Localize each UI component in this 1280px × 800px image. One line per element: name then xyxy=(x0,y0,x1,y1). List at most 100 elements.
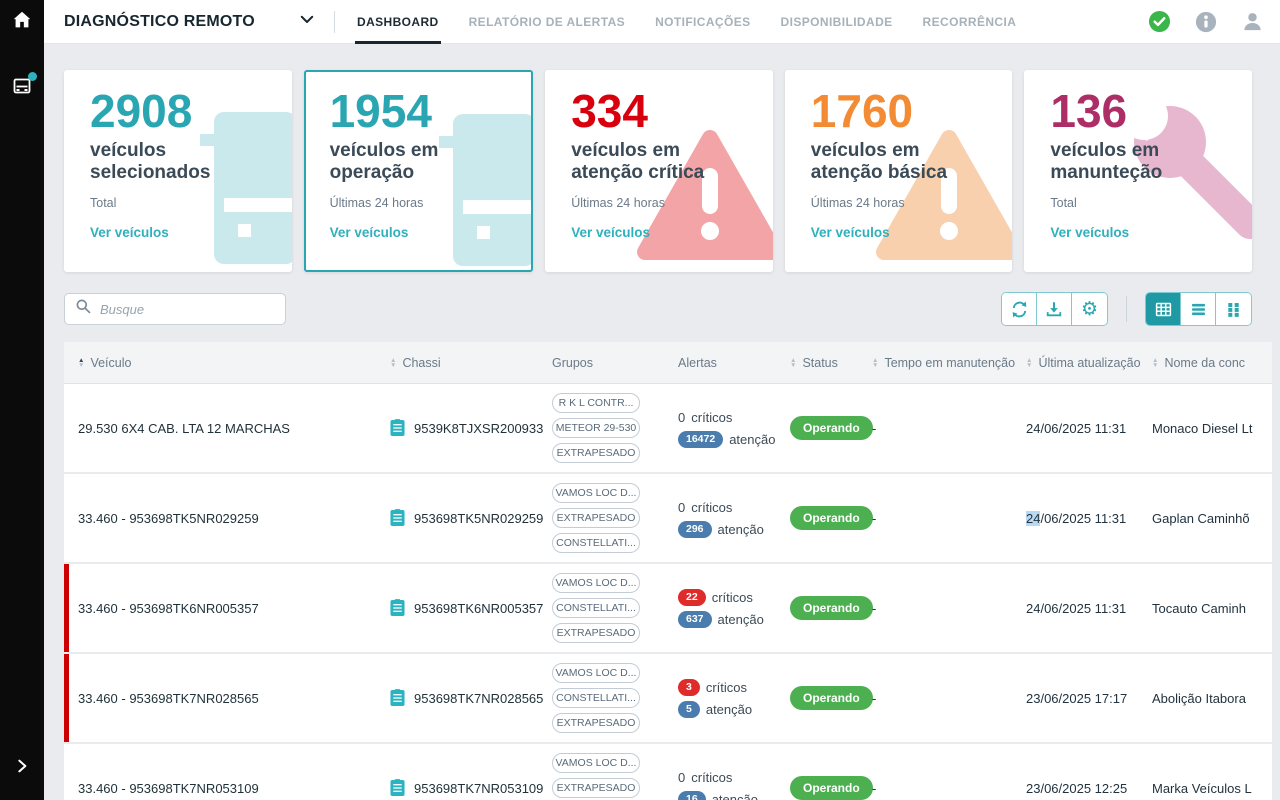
status-cell: Operando xyxy=(790,686,872,710)
stat-sublabel: Total xyxy=(90,196,292,210)
stat-card-selecionados[interactable]: 2908 veículos selecionados Total Ver veí… xyxy=(64,70,292,272)
view-toggle-group xyxy=(1145,292,1252,326)
status-cell: Operando xyxy=(790,416,872,440)
stat-label: veículos em manunteção xyxy=(1050,140,1228,186)
stat-label: veículos em atenção crítica xyxy=(571,140,749,186)
notification-dot xyxy=(28,72,37,81)
chassis-doc-icon xyxy=(390,779,405,797)
alerts-cell: 3críticos 5atenção xyxy=(678,675,790,722)
column-header-nome-concessionaria[interactable]: ▲▼ Nome da conc xyxy=(1152,356,1272,370)
group-badge: VAMOS LOC D... xyxy=(552,663,640,683)
toolbar-divider xyxy=(1126,296,1127,322)
column-header-grupos: Grupos xyxy=(552,356,678,370)
sort-icon: ▲▼ xyxy=(390,358,396,368)
attention-count-pill: 5 xyxy=(678,701,700,718)
sort-icon: ▲▼ xyxy=(790,358,796,368)
user-icon[interactable] xyxy=(1241,10,1264,33)
table-row[interactable]: 33.460 - 953698TK7NR028565 953698TK7NR02… xyxy=(64,654,1272,742)
tab-dashboard[interactable]: DASHBOARD xyxy=(357,0,439,44)
column-header-tempo-manutencao[interactable]: ▲▼ Tempo em manutenção xyxy=(872,356,1026,370)
column-header-chassi[interactable]: ▲▼ Chassi xyxy=(390,356,552,370)
group-badge: VAMOS LOC D... xyxy=(552,753,640,773)
refresh-button[interactable] xyxy=(1002,293,1037,325)
critics-count: 0 xyxy=(678,410,685,425)
settings-gear-button[interactable]: ⚙ xyxy=(1072,293,1107,325)
ver-veiculos-link[interactable]: Ver veículos xyxy=(1050,225,1129,240)
home-button[interactable] xyxy=(0,0,44,44)
stat-label: veículos em atenção básica xyxy=(811,140,989,186)
table-row[interactable]: 33.460 - 953698TK5NR029259 953698TK5NR02… xyxy=(64,474,1272,562)
stat-card-manutencao[interactable]: 136 veículos em manunteção Total Ver veí… xyxy=(1024,70,1252,272)
table-row[interactable]: 29.530 6X4 CAB. LTA 12 MARCHAS 9539K8TJX… xyxy=(64,384,1272,472)
stat-card-operacao[interactable]: 1954 veículos em operação Últimas 24 hor… xyxy=(304,70,534,272)
search-input[interactable] xyxy=(100,302,275,317)
header-divider xyxy=(334,11,335,33)
status-cell: Operando xyxy=(790,506,872,530)
chassis-number: 953698TK7NR028565 xyxy=(414,691,543,706)
view-table-button[interactable] xyxy=(1146,293,1181,325)
search-box xyxy=(64,293,286,325)
tab-recorrencia[interactable]: RECORRÊNCIA xyxy=(923,0,1017,44)
tab-disponibilidade[interactable]: DISPONIBILIDADE xyxy=(781,0,893,44)
group-badge: CONSTELLATI... xyxy=(552,533,640,553)
last-update: 23/06/2025 17:17 xyxy=(1026,691,1152,706)
dealer-name: Marka Veículos L xyxy=(1152,781,1272,796)
stat-label: veículos selecionados xyxy=(90,140,268,186)
sort-icon: ▲▼ xyxy=(1026,358,1032,368)
view-list-button[interactable] xyxy=(1181,293,1216,325)
vehicle-name: 33.460 - 953698TK6NR005357 xyxy=(78,601,390,616)
critics-count: 0 xyxy=(678,500,685,515)
status-badge: Operando xyxy=(790,506,873,530)
alerts-cell: 0críticos 296atenção xyxy=(678,495,790,542)
tab-notificacoes[interactable]: NOTIFICAÇÕES xyxy=(655,0,750,44)
ver-veiculos-link[interactable]: Ver veículos xyxy=(811,225,890,240)
last-update: 24/06/2025 11:31 xyxy=(1026,421,1152,436)
group-badge: EXTRAPESADO xyxy=(552,623,640,643)
gear-icon: ⚙ xyxy=(1081,300,1098,319)
stat-value: 334 xyxy=(571,86,773,137)
maintenance-time: - xyxy=(872,691,1026,706)
column-header-veiculo[interactable]: ▲▼ Veículo xyxy=(78,356,390,370)
column-header-ultima-atualizacao[interactable]: ▲▼ Última atualização xyxy=(1026,356,1152,370)
stat-sublabel: Últimas 24 horas xyxy=(571,196,773,210)
stat-value: 136 xyxy=(1050,86,1252,137)
group-badge: EXTRAPESADO xyxy=(552,443,640,463)
tab-bar: DASHBOARD RELATÓRIO DE ALERTAS NOTIFICAÇ… xyxy=(357,0,1016,44)
stat-card-atencao-basica[interactable]: 1760 veículos em atenção básica Últimas … xyxy=(785,70,1013,272)
ver-veiculos-link[interactable]: Ver veículos xyxy=(90,225,169,240)
last-update: 24/06/2025 11:31 xyxy=(1026,511,1152,526)
chassis-cell: 953698TK7NR028565 xyxy=(390,689,552,707)
vehicles-table: ▲▼ Veículo ▲▼ Chassi Grupos Alertas ▲▼ S… xyxy=(64,342,1272,800)
stat-value: 1954 xyxy=(330,86,532,137)
app-header: DIAGNÓSTICO REMOTO DASHBOARD RELATÓRIO D… xyxy=(44,0,1280,44)
maintenance-time: - xyxy=(872,511,1026,526)
tab-relatorio-de-alertas[interactable]: RELATÓRIO DE ALERTAS xyxy=(469,0,625,44)
vehicle-name: 33.460 - 953698TK7NR053109 xyxy=(78,781,390,796)
last-update: 23/06/2025 12:25 xyxy=(1026,781,1152,796)
groups-cell: R K L CONTR... METEOR 29-530 EXTRAPESADO xyxy=(552,384,678,472)
remote-diagnosis-nav-button[interactable] xyxy=(0,66,44,110)
maintenance-time: - xyxy=(872,421,1026,436)
vehicle-name: 29.530 6X4 CAB. LTA 12 MARCHAS xyxy=(78,421,390,436)
group-badge: CONSTELLATI... xyxy=(552,598,640,618)
module-switcher[interactable]: DIAGNÓSTICO REMOTO xyxy=(64,10,316,33)
vehicle-name: 33.460 - 953698TK5NR029259 xyxy=(78,511,390,526)
ver-veiculos-link[interactable]: Ver veículos xyxy=(330,225,409,240)
download-button[interactable] xyxy=(1037,293,1072,325)
stat-card-atencao-critica[interactable]: 334 veículos em atenção crítica Últimas … xyxy=(545,70,773,272)
chassis-cell: 953698TK5NR029259 xyxy=(390,509,552,527)
attention-count-pill: 16472 xyxy=(678,431,723,448)
column-header-status[interactable]: ▲▼ Status xyxy=(790,356,872,370)
table-row[interactable]: 33.460 - 953698TK6NR005357 953698TK6NR00… xyxy=(64,564,1272,652)
view-cards-button[interactable] xyxy=(1216,293,1251,325)
expand-sidebar-button[interactable] xyxy=(0,746,44,790)
ver-veiculos-link[interactable]: Ver veículos xyxy=(571,225,650,240)
dealer-name: Abolição Itabora xyxy=(1152,691,1272,706)
table-row[interactable]: 33.460 - 953698TK7NR053109 953698TK7NR05… xyxy=(64,744,1272,800)
attention-count-pill: 637 xyxy=(678,611,712,628)
chassis-doc-icon xyxy=(390,599,405,617)
connection-status-check-icon[interactable] xyxy=(1148,10,1171,33)
attention-count-pill: 296 xyxy=(678,521,712,538)
module-title: DIAGNÓSTICO REMOTO xyxy=(64,13,255,31)
info-icon[interactable] xyxy=(1195,11,1217,33)
